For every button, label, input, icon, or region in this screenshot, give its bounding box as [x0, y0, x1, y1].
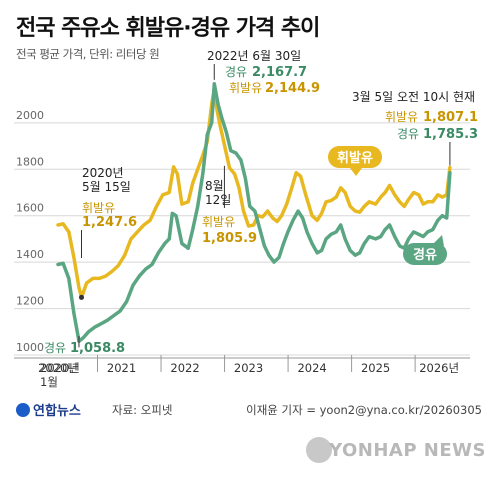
start-diesel-value: 1,058.8: [70, 341, 125, 356]
legend-gasoline-pill: [328, 146, 382, 168]
footer: [0, 428, 500, 488]
start-date-label: 2020년 5월 15일: [82, 166, 131, 194]
aug-date-label: 8월 12일: [205, 179, 231, 207]
aug-gas-value: 1,805.9: [202, 231, 257, 246]
watermark-text: YONHAP NEWS: [329, 440, 486, 461]
now-gas-value: 1,807.1: [423, 110, 478, 125]
x-tick-label: 2020년: [38, 361, 78, 375]
grid: [14, 122, 470, 372]
x-tick-label: 2026년: [419, 361, 459, 375]
y-tick-label: 2000: [16, 109, 44, 122]
start-diesel-date: 2020년 1월: [40, 361, 80, 389]
now-diesel-label: 경유: [397, 127, 419, 141]
y-tick-label: 1600: [16, 202, 44, 215]
x-axis: 2020년 2021 2022 2023 2024 2025 2026년: [38, 361, 459, 375]
series-lines: [56, 82, 452, 344]
watermark-icon: [306, 437, 332, 463]
now-gas-label: 휘발유: [385, 110, 418, 124]
chart-title: 전국 주유소 휘발유·경유 가격 추이: [16, 16, 320, 41]
logo-icon: [16, 403, 30, 417]
peak-diesel-label: 경유: [225, 65, 247, 79]
legend-gasoline-label: 휘발유: [337, 150, 373, 166]
start-gas-value: 1,247.6: [82, 215, 137, 230]
x-tick-label: 2022: [170, 361, 199, 375]
legend-gasoline: 휘발유: [328, 146, 382, 176]
x-tick-label: 2024: [297, 361, 326, 375]
legend-gasoline-tail: [350, 168, 362, 176]
peak-date-label: 2022년 6월 30일: [207, 49, 301, 63]
legend-diesel-pill: [403, 243, 447, 265]
now-diesel-value: 1,785.3: [423, 127, 478, 142]
aug-gas-label: 휘발유: [202, 215, 235, 229]
legend-diesel: 경유: [403, 235, 447, 265]
y-axis: 1000 1200 1400 1600 1800 2000: [16, 109, 44, 354]
logo-text: 연합뉴스: [33, 404, 81, 419]
legend-diesel-tail: [434, 235, 444, 246]
x-tick-label: 2025: [361, 361, 390, 375]
legend-diesel-label: 경유: [413, 247, 437, 263]
y-tick-label: 1400: [16, 248, 44, 261]
diesel-line: [56, 82, 452, 344]
x-tick-label: 2021: [107, 361, 136, 375]
x-tick-label: 2023: [234, 361, 263, 375]
start-diesel-label: 경유: [44, 341, 66, 355]
y-tick-label: 1200: [16, 295, 44, 308]
peak-diesel-value: 2,167.7: [252, 65, 307, 80]
start-gas-label: 휘발유: [82, 201, 115, 215]
gasoline-line: [56, 87, 452, 300]
byline-text: 이재윤 기자 = yoon2@yna.co.kr/20260305: [246, 403, 482, 417]
y-tick-label: 1800: [16, 155, 44, 168]
y-tick-label: 1000: [16, 341, 44, 354]
source-text: 자료: 오피넷: [112, 403, 173, 417]
peak-gas-value: 2,144.9: [265, 81, 320, 96]
yonhap-logo: 연합뉴스: [16, 400, 81, 419]
peak-gas-label: 휘발유: [229, 81, 262, 95]
chart-subtitle: 전국 평균 가격, 단위: 리터당 원: [16, 47, 160, 61]
start-gas-dot: [79, 294, 85, 300]
now-date-label: 3월 5일 오전 10시 현재: [352, 90, 475, 104]
